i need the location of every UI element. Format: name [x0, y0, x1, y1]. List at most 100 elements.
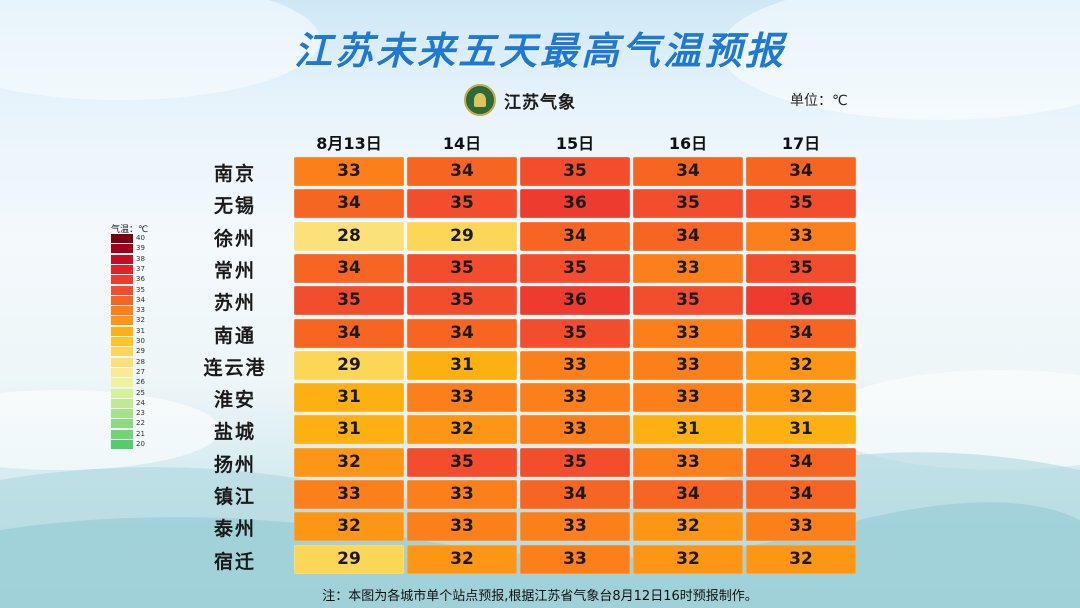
city-label: 盐城 [213, 421, 256, 444]
temperature-cell: 35 [407, 189, 517, 219]
temperature-cell: 33 [407, 383, 517, 413]
city-label: 南通 [213, 324, 256, 347]
day-header-1: 14日 [442, 134, 482, 153]
logo-text: 江苏气象 [504, 93, 576, 113]
legend-swatch [111, 244, 133, 254]
temperature-cell: 32 [294, 512, 404, 542]
temperature-cell: 31 [294, 415, 404, 445]
temperature-cell: 35 [633, 189, 743, 219]
legend-label: 36 [136, 275, 145, 284]
page-title: 江苏未来五天最高气温预报 [293, 29, 786, 73]
legend-label: 33 [136, 306, 145, 315]
temperature-cell: 29 [294, 350, 404, 380]
legend-label: 31 [136, 326, 145, 335]
emblem-icon [464, 84, 496, 116]
temperature-cell: 33 [633, 350, 743, 380]
logo: 江苏气象 [464, 84, 604, 116]
legend-swatch [111, 357, 133, 367]
temperature-cell: 32 [633, 512, 743, 542]
temperature-cell: 35 [746, 189, 856, 219]
temperature-cell: 34 [746, 480, 856, 509]
temperature-cell: 34 [746, 157, 856, 186]
legend-swatch [111, 440, 133, 449]
temperature-cell: 29 [294, 544, 404, 574]
temperature-cell: 35 [633, 286, 743, 316]
legend-label: 38 [136, 254, 145, 263]
temperature-cell: 33 [294, 157, 404, 186]
legend-swatch [111, 275, 133, 285]
temperature-cell: 33 [294, 480, 404, 509]
legend-swatch [111, 367, 133, 377]
legend-swatch [111, 264, 133, 274]
legend-title: 气温：℃ [111, 225, 149, 235]
legend-swatch [111, 398, 133, 408]
legend-swatch [111, 234, 133, 243]
temperature-cell: 32 [746, 544, 856, 574]
temperature-cell: 32 [746, 350, 856, 380]
legend-label: 40 [136, 234, 145, 242]
temperature-cell: 33 [633, 447, 743, 477]
temperature-cell: 34 [746, 447, 856, 477]
temperature-cell: 33 [746, 221, 856, 251]
temperature-cell: 34 [633, 221, 743, 251]
temperature-cell: 34 [520, 480, 630, 509]
temperature-cell: 35 [520, 157, 630, 186]
temperature-cell: 34 [407, 318, 517, 348]
city-label: 连云港 [203, 356, 267, 379]
temperature-cell: 33 [633, 383, 743, 413]
temperature-cell: 33 [407, 512, 517, 542]
legend-label: 28 [136, 357, 145, 366]
temperature-cell: 33 [633, 318, 743, 348]
unit-label: 单位：℃ [790, 93, 848, 109]
temperature-cell: 28 [294, 221, 404, 251]
city-label: 宿迁 [213, 550, 256, 573]
temperature-cell: 35 [520, 447, 630, 477]
temperature-cell: 31 [746, 415, 856, 445]
temperature-cell: 33 [520, 544, 630, 574]
temperature-cell: 33 [407, 480, 517, 509]
legend-swatch [111, 326, 133, 336]
temperature-cell: 35 [520, 318, 630, 348]
legend-swatch [111, 388, 133, 398]
temperature-cell: 34 [633, 157, 743, 186]
day-header-3: 16日 [668, 134, 708, 153]
legend-swatch [111, 306, 133, 316]
temperature-cell: 31 [633, 415, 743, 445]
temperature-cell: 32 [746, 383, 856, 413]
legend-swatch [111, 378, 133, 388]
temperature-cell: 35 [520, 253, 630, 283]
city-label: 徐州 [213, 227, 256, 250]
temperature-cell: 33 [520, 415, 630, 445]
legend-swatch [111, 316, 133, 326]
temperature-cell: 35 [407, 253, 517, 283]
temperature-cell: 32 [294, 447, 404, 477]
city-label: 淮安 [213, 389, 256, 412]
temperature-cell: 33 [746, 512, 856, 542]
temperature-cell: 34 [407, 157, 517, 186]
legend-swatch [111, 295, 133, 305]
temperature-cell: 32 [633, 544, 743, 574]
temperature-cell: 33 [520, 512, 630, 542]
temperature-cell: 35 [407, 286, 517, 316]
temperature-cell: 29 [407, 221, 517, 251]
temperature-cell: 34 [746, 318, 856, 348]
temperature-cell: 35 [746, 253, 856, 283]
temperature-cell: 31 [294, 383, 404, 413]
legend-swatch [111, 409, 133, 419]
city-label: 无锡 [213, 195, 256, 218]
temperature-cell: 33 [520, 350, 630, 380]
temperature-cell: 36 [520, 286, 630, 316]
legend-label: 22 [136, 419, 145, 428]
city-label: 苏州 [213, 292, 256, 315]
legend-label: 35 [136, 285, 145, 294]
legend-label: 21 [136, 429, 145, 438]
legend-label: 20 [136, 440, 145, 448]
legend-swatch [111, 254, 133, 264]
legend-label: 37 [136, 264, 145, 273]
city-label: 扬州 [213, 453, 256, 476]
legend-label: 23 [136, 409, 145, 418]
city-label: 南京 [213, 163, 256, 185]
temperature-cell: 32 [407, 415, 517, 445]
city-label: 镇江 [213, 486, 256, 508]
legend-label: 24 [136, 398, 145, 407]
